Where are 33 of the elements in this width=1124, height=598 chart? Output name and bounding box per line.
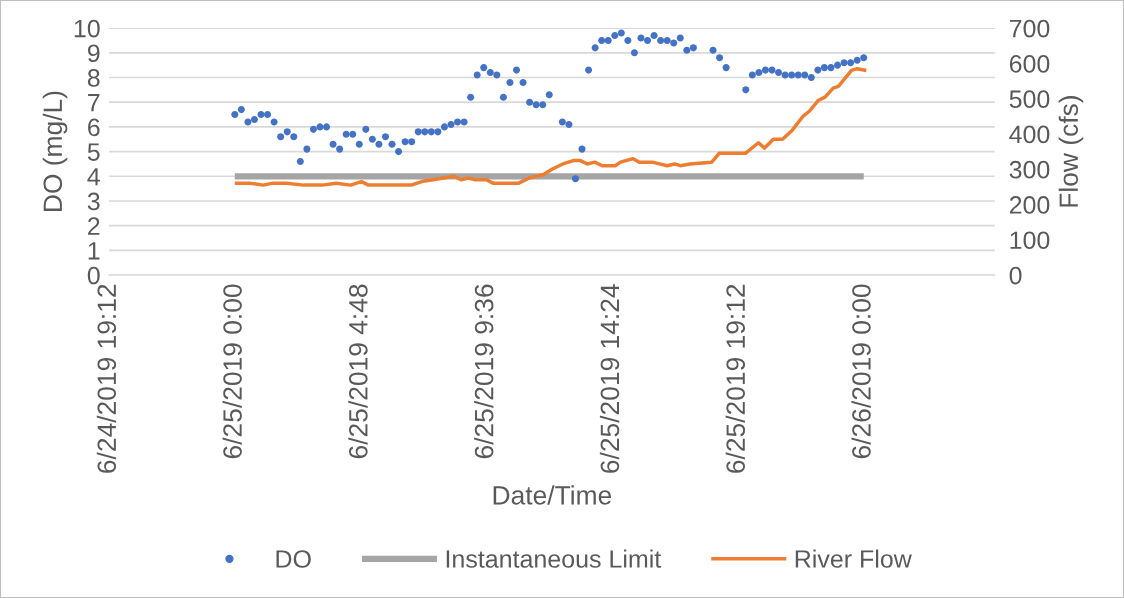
x-tick-label: 6/26/2019 0:00	[851, 284, 871, 459]
y2-tick-label: 200	[1009, 196, 1050, 214]
line-series	[233, 66, 869, 187]
y2-tick-label: 700	[1009, 19, 1050, 38]
x-tick-label: 6/25/2019 14:24	[599, 284, 620, 473]
legend-label: DO	[276, 550, 311, 568]
y-tick-label: 10	[74, 19, 100, 38]
y-tick-label: 5	[87, 143, 100, 161]
x-tick-label: 6/25/2019 19:12	[725, 284, 746, 473]
y2-axis-title: Flow (cfs)	[1058, 96, 1084, 207]
y-tick-label: 0	[87, 266, 100, 285]
legend-label: River Flow	[795, 549, 912, 568]
y2-tick-label: 100	[1010, 231, 1050, 250]
y-tick-label: 7	[88, 94, 100, 112]
y-tick-label: 3	[87, 192, 100, 211]
y-tick-label: 9	[87, 44, 100, 63]
y-tick-label: 8	[87, 69, 100, 87]
y2-tick-label: 300	[1009, 160, 1050, 179]
y2-tick-label: 600	[1009, 54, 1050, 73]
y-tick-label: 1	[88, 242, 100, 260]
y2-tick-label: 400	[1009, 125, 1050, 144]
legend-label: Instantaneous Limit	[446, 549, 662, 568]
x-tick-label: 6/25/2019 9:36	[474, 284, 494, 459]
x-tick-label: 6/25/2019 4:48	[348, 284, 368, 459]
x-tick-label: 6/25/2019 0:00	[222, 284, 242, 459]
y-tick-label: 2	[88, 217, 100, 235]
y-tick-label: 6	[88, 118, 100, 137]
y-axis-title: DO (mg/L)	[42, 91, 68, 211]
y2-tick-label: 500	[1009, 90, 1050, 108]
y-tick-label: 4	[87, 168, 100, 186]
x-axis-title: Date/Time	[493, 485, 612, 505]
y2-tick-label: 0	[1009, 266, 1022, 285]
x-tick-label: 6/24/2019 19:12	[96, 284, 117, 473]
